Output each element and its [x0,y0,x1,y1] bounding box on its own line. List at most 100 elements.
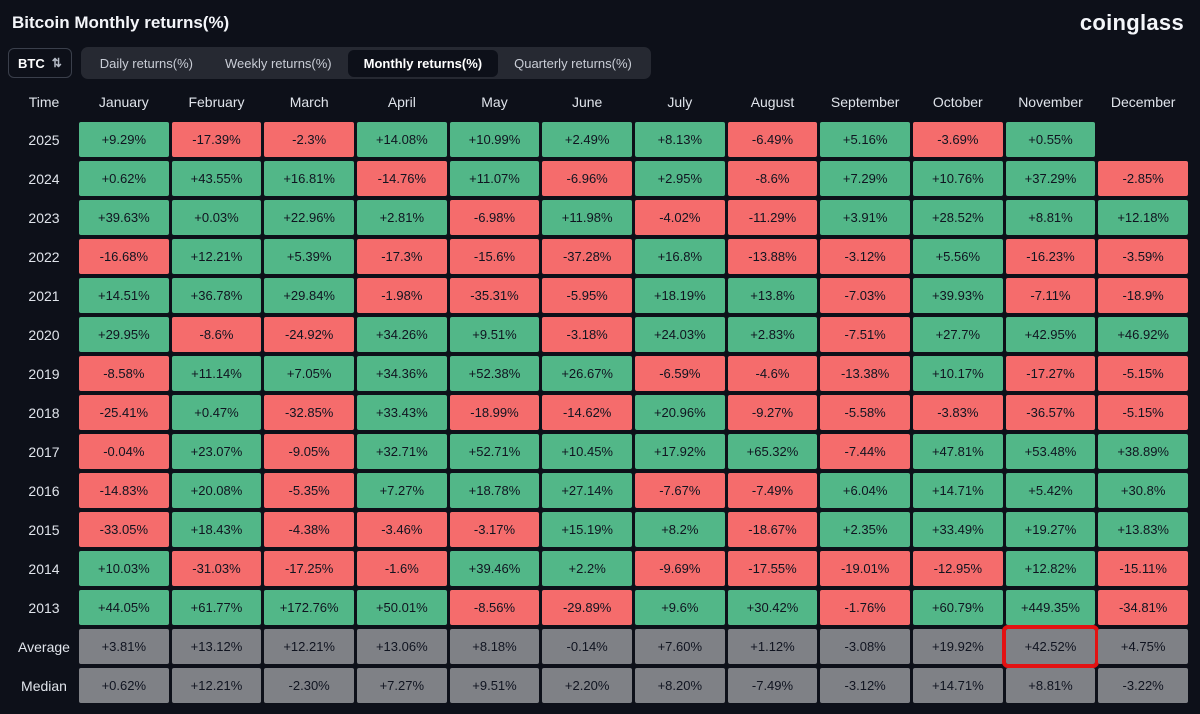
cell-2018-november[interactable]: -36.57% [1005,395,1096,430]
cell-median-june[interactable]: +2.20% [542,668,632,703]
cell-2014-may[interactable]: +39.46% [449,551,540,586]
cell-2025-april[interactable]: +14.08% [356,122,447,157]
cell-2021-february[interactable]: +36.78% [171,278,262,313]
cell-2017-february[interactable]: +23.07% [171,434,262,469]
cell-2025-november[interactable]: +0.55% [1005,122,1096,157]
tab-monthly-returns[interactable]: Monthly returns(%) [347,49,499,77]
cell-2015-january[interactable]: -33.05% [79,512,169,547]
cell-2019-october[interactable]: +10.17% [912,356,1003,391]
cell-2018-october[interactable]: -3.83% [912,395,1003,430]
cell-2017-march[interactable]: -9.05% [264,434,354,469]
cell-2021-june[interactable]: -5.95% [542,278,632,313]
cell-2019-may[interactable]: +52.38% [449,356,540,391]
cell-2025-august[interactable]: -6.49% [727,122,818,157]
cell-2024-april[interactable]: -14.76% [356,161,447,196]
cell-2022-august[interactable]: -13.88% [727,239,818,274]
cell-2022-march[interactable]: +5.39% [264,239,354,274]
cell-average-september[interactable]: -3.08% [820,629,910,664]
cell-2023-june[interactable]: +11.98% [542,200,632,235]
cell-average-october[interactable]: +19.92% [912,629,1003,664]
cell-2023-april[interactable]: +2.81% [356,200,447,235]
cell-2023-february[interactable]: +0.03% [171,200,262,235]
cell-median-september[interactable]: -3.12% [820,668,910,703]
cell-2015-august[interactable]: -18.67% [727,512,818,547]
cell-average-june[interactable]: -0.14% [542,629,632,664]
cell-2013-august[interactable]: +30.42% [727,590,818,625]
cell-2017-august[interactable]: +65.32% [727,434,818,469]
cell-2016-may[interactable]: +18.78% [449,473,540,508]
cell-2019-november[interactable]: -17.27% [1005,356,1096,391]
cell-2014-march[interactable]: -17.25% [264,551,354,586]
cell-2022-june[interactable]: -37.28% [542,239,632,274]
cell-2015-april[interactable]: -3.46% [356,512,447,547]
cell-2024-october[interactable]: +10.76% [912,161,1003,196]
cell-2016-march[interactable]: -5.35% [264,473,354,508]
cell-2014-january[interactable]: +10.03% [79,551,169,586]
cell-2021-january[interactable]: +14.51% [79,278,169,313]
cell-2023-september[interactable]: +3.91% [820,200,910,235]
cell-2015-may[interactable]: -3.17% [449,512,540,547]
cell-2020-april[interactable]: +34.26% [356,317,447,352]
cell-2024-february[interactable]: +43.55% [171,161,262,196]
cell-2024-august[interactable]: -8.6% [727,161,818,196]
cell-average-march[interactable]: +12.21% [264,629,354,664]
cell-median-february[interactable]: +12.21% [171,668,262,703]
cell-2015-september[interactable]: +2.35% [820,512,910,547]
cell-2015-july[interactable]: +8.2% [634,512,725,547]
cell-2016-june[interactable]: +27.14% [542,473,632,508]
cell-2014-october[interactable]: -12.95% [912,551,1003,586]
cell-2024-november[interactable]: +37.29% [1005,161,1096,196]
cell-2019-april[interactable]: +34.36% [356,356,447,391]
cell-median-may[interactable]: +9.51% [449,668,540,703]
cell-2013-september[interactable]: -1.76% [820,590,910,625]
cell-2013-march[interactable]: +172.76% [264,590,354,625]
cell-2020-february[interactable]: -8.6% [171,317,262,352]
cell-2021-november[interactable]: -7.11% [1005,278,1096,313]
cell-2013-april[interactable]: +50.01% [356,590,447,625]
cell-2020-august[interactable]: +2.83% [727,317,818,352]
cell-2022-april[interactable]: -17.3% [356,239,447,274]
cell-2021-july[interactable]: +18.19% [634,278,725,313]
cell-median-january[interactable]: +0.62% [79,668,169,703]
cell-2015-february[interactable]: +18.43% [171,512,262,547]
cell-2023-october[interactable]: +28.52% [912,200,1003,235]
cell-average-may[interactable]: +8.18% [449,629,540,664]
cell-2024-may[interactable]: +11.07% [449,161,540,196]
cell-2013-june[interactable]: -29.89% [542,590,632,625]
cell-2020-june[interactable]: -3.18% [542,317,632,352]
cell-2014-december[interactable]: -15.11% [1098,551,1188,586]
cell-2016-july[interactable]: -7.67% [634,473,725,508]
tab-daily-returns[interactable]: Daily returns(%) [84,50,209,77]
cell-2013-november[interactable]: +449.35% [1005,590,1096,625]
highlighted-cell-average-november[interactable]: +42.52% [1001,625,1100,668]
cell-2022-december[interactable]: -3.59% [1098,239,1188,274]
cell-2019-january[interactable]: -8.58% [79,356,169,391]
cell-average-july[interactable]: +7.60% [634,629,725,664]
cell-2014-june[interactable]: +2.2% [542,551,632,586]
cell-2020-july[interactable]: +24.03% [634,317,725,352]
cell-2021-august[interactable]: +13.8% [727,278,818,313]
cell-2019-march[interactable]: +7.05% [264,356,354,391]
tab-quarterly-returns[interactable]: Quarterly returns(%) [498,50,648,77]
cell-2019-december[interactable]: -5.15% [1098,356,1188,391]
cell-2023-may[interactable]: -6.98% [449,200,540,235]
cell-2024-september[interactable]: +7.29% [820,161,910,196]
cell-2014-july[interactable]: -9.69% [634,551,725,586]
cell-median-august[interactable]: -7.49% [727,668,818,703]
cell-2023-march[interactable]: +22.96% [264,200,354,235]
cell-2016-october[interactable]: +14.71% [912,473,1003,508]
cell-2025-may[interactable]: +10.99% [449,122,540,157]
cell-2025-january[interactable]: +9.29% [79,122,169,157]
cell-2024-december[interactable]: -2.85% [1098,161,1188,196]
cell-2019-february[interactable]: +11.14% [171,356,262,391]
cell-2018-december[interactable]: -5.15% [1098,395,1188,430]
cell-2022-february[interactable]: +12.21% [171,239,262,274]
cell-2014-november[interactable]: +12.82% [1005,551,1096,586]
cell-2023-july[interactable]: -4.02% [634,200,725,235]
cell-2022-september[interactable]: -3.12% [820,239,910,274]
cell-median-march[interactable]: -2.30% [264,668,354,703]
cell-2016-august[interactable]: -7.49% [727,473,818,508]
cell-median-october[interactable]: +14.71% [912,668,1003,703]
cell-2025-september[interactable]: +5.16% [820,122,910,157]
cell-average-august[interactable]: +1.12% [727,629,818,664]
